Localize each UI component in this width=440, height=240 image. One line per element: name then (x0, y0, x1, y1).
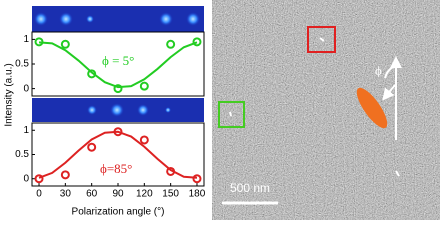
y-tick-label: 0 (23, 173, 29, 184)
x-tick-label: 90 (112, 189, 124, 200)
x-tick-label: 0 (36, 189, 42, 200)
x-tick-label: 180 (189, 189, 206, 200)
data-point (192, 37, 202, 47)
data-point (34, 174, 44, 184)
data-point (166, 39, 176, 49)
y-tick-label: 0.5 (15, 149, 29, 160)
x-tick-label: 150 (162, 189, 179, 200)
data-point (87, 142, 97, 152)
data-point (113, 127, 123, 137)
fit-curve (38, 130, 198, 179)
y-axis-label: Intensity (a.u.) (4, 63, 15, 126)
x-tick-label: 30 (60, 189, 72, 200)
figure: Intensity (a.u.) Polarization angle (°) … (4, 0, 440, 220)
data-point (139, 135, 149, 145)
data-point (113, 84, 123, 94)
angle-label: ϕ (375, 63, 382, 78)
y-tick-label: 1 (23, 34, 29, 45)
fit-curve (38, 41, 198, 89)
y-tick-label: 1 (23, 125, 29, 136)
annotation: ϕ=85° (100, 161, 132, 176)
data-point (60, 39, 70, 49)
spot-strip (32, 98, 204, 122)
data-point (139, 81, 149, 91)
y-tick-label: 0 (23, 83, 29, 94)
data-point (166, 166, 176, 176)
sem-image (212, 0, 440, 220)
scale-bar-label: 500 nm (230, 181, 270, 195)
data-point (192, 174, 202, 184)
y-tick-label: 0.5 (15, 59, 29, 70)
spot-strip (32, 6, 204, 32)
annotation: ϕ = 5° (102, 53, 134, 68)
data-point (87, 69, 97, 79)
data-point (34, 37, 44, 47)
x-tick-label: 60 (86, 189, 98, 200)
x-axis-label: Polarization angle (°) (72, 207, 165, 218)
data-point (60, 170, 70, 180)
x-tick-label: 120 (136, 189, 153, 200)
